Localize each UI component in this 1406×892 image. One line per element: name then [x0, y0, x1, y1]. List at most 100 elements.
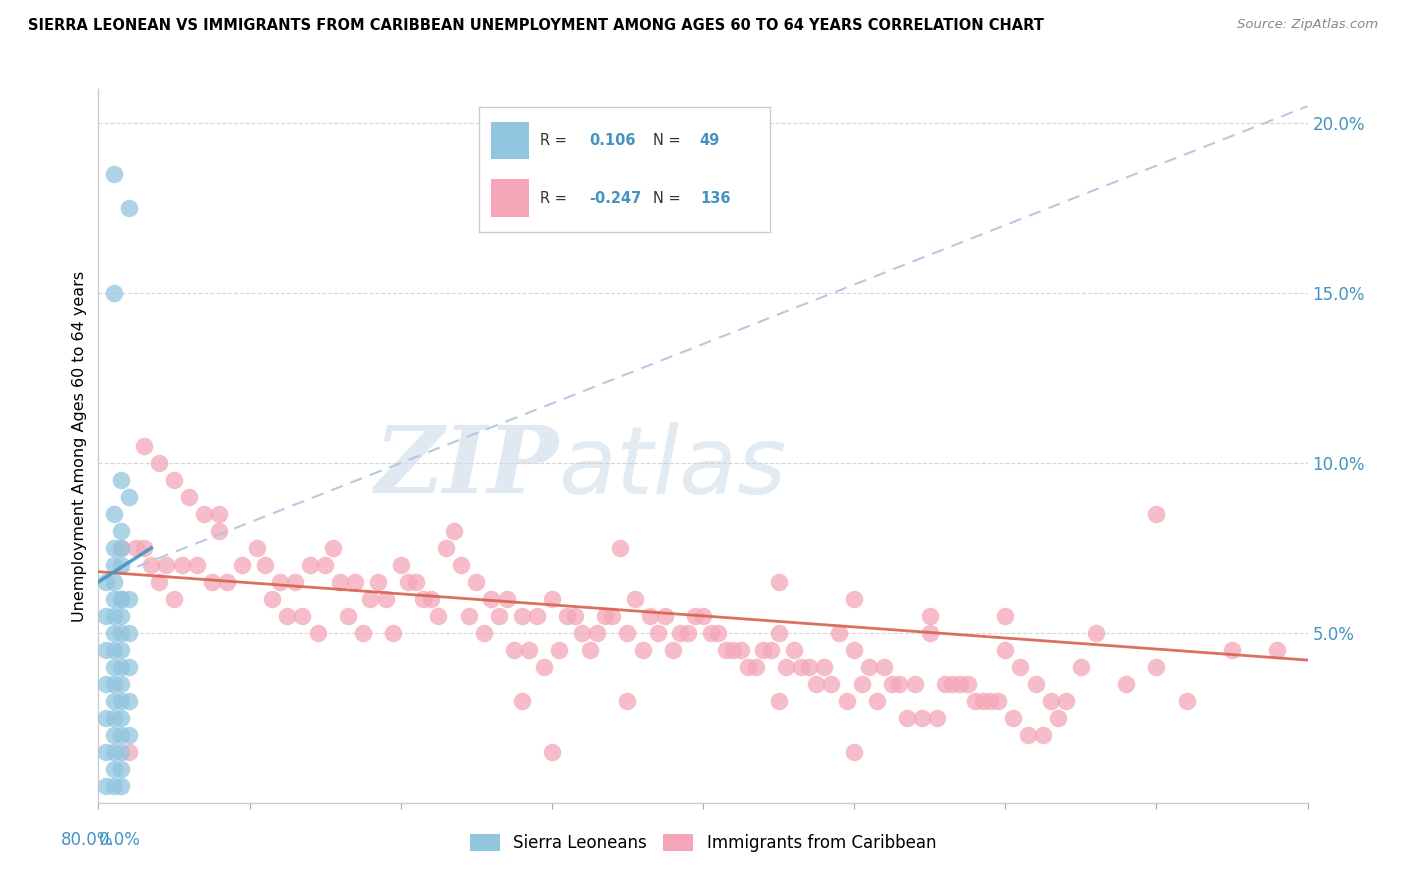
- Point: [253, 558, 276, 572]
- Point: [797, 660, 820, 674]
- Point: [382, 626, 405, 640]
- Point: [472, 626, 495, 640]
- Point: [231, 558, 253, 572]
- Point: [163, 473, 186, 487]
- Point: [110, 643, 132, 657]
- Point: [723, 643, 745, 657]
- Point: [692, 608, 714, 623]
- Point: [1267, 643, 1289, 657]
- Point: [208, 524, 231, 538]
- Point: [714, 643, 737, 657]
- Point: [533, 660, 555, 674]
- Point: [110, 779, 132, 793]
- Point: [820, 677, 842, 691]
- Legend: Sierra Leoneans, Immigrants from Caribbean: Sierra Leoneans, Immigrants from Caribbe…: [463, 827, 943, 859]
- Point: [858, 660, 880, 674]
- Point: [631, 643, 654, 657]
- Point: [148, 574, 170, 589]
- Point: [103, 711, 125, 725]
- Point: [488, 608, 510, 623]
- Point: [141, 558, 163, 572]
- Y-axis label: Unemployment Among Ages 60 to 64 years: Unemployment Among Ages 60 to 64 years: [72, 270, 87, 622]
- Point: [269, 574, 291, 589]
- Point: [360, 591, 382, 606]
- Point: [1010, 660, 1032, 674]
- Point: [768, 574, 790, 589]
- Point: [896, 711, 918, 725]
- Point: [1115, 677, 1137, 691]
- Point: [813, 660, 835, 674]
- Point: [103, 728, 125, 742]
- Point: [110, 745, 132, 759]
- Point: [1024, 677, 1046, 691]
- Point: [110, 626, 132, 640]
- Point: [941, 677, 963, 691]
- Point: [465, 574, 488, 589]
- Point: [110, 660, 132, 674]
- Point: [669, 626, 692, 640]
- Point: [911, 711, 934, 725]
- Point: [1047, 711, 1070, 725]
- Point: [699, 626, 721, 640]
- Point: [110, 558, 132, 572]
- Point: [790, 660, 813, 674]
- Point: [193, 507, 215, 521]
- Text: Source: ZipAtlas.com: Source: ZipAtlas.com: [1237, 18, 1378, 31]
- Point: [103, 608, 125, 623]
- Point: [94, 574, 117, 589]
- Point: [647, 626, 669, 640]
- Point: [186, 558, 208, 572]
- Point: [110, 677, 132, 691]
- Point: [103, 660, 125, 674]
- Point: [352, 626, 374, 640]
- Point: [110, 694, 132, 708]
- Point: [299, 558, 322, 572]
- Point: [118, 490, 141, 504]
- Point: [118, 591, 141, 606]
- Point: [336, 608, 359, 623]
- Point: [616, 694, 638, 708]
- Point: [880, 677, 903, 691]
- Point: [517, 643, 540, 657]
- Point: [638, 608, 661, 623]
- Point: [103, 677, 125, 691]
- Point: [987, 694, 1010, 708]
- Point: [927, 711, 949, 725]
- Point: [1085, 626, 1108, 640]
- Point: [1146, 660, 1168, 674]
- Point: [503, 643, 526, 657]
- Point: [510, 694, 533, 708]
- Point: [1054, 694, 1077, 708]
- Text: 0.0%: 0.0%: [98, 831, 141, 849]
- Point: [889, 677, 911, 691]
- Point: [118, 694, 141, 708]
- Point: [307, 626, 329, 640]
- Point: [103, 541, 125, 555]
- Point: [510, 608, 533, 623]
- Point: [329, 574, 352, 589]
- Point: [949, 677, 972, 691]
- Point: [564, 608, 586, 623]
- Point: [1175, 694, 1198, 708]
- Point: [752, 643, 775, 657]
- Point: [284, 574, 307, 589]
- Point: [201, 574, 224, 589]
- Text: 80.0%: 80.0%: [60, 831, 114, 849]
- Point: [94, 711, 117, 725]
- Point: [851, 677, 873, 691]
- Point: [956, 677, 979, 691]
- Point: [94, 677, 117, 691]
- Point: [994, 608, 1017, 623]
- Point: [110, 473, 132, 487]
- Point: [291, 608, 314, 623]
- Point: [593, 608, 616, 623]
- Point: [1017, 728, 1039, 742]
- Point: [548, 643, 571, 657]
- Point: [110, 608, 132, 623]
- Point: [246, 541, 269, 555]
- Point: [457, 608, 479, 623]
- Point: [94, 779, 117, 793]
- Point: [396, 574, 419, 589]
- Point: [609, 541, 631, 555]
- Point: [412, 591, 434, 606]
